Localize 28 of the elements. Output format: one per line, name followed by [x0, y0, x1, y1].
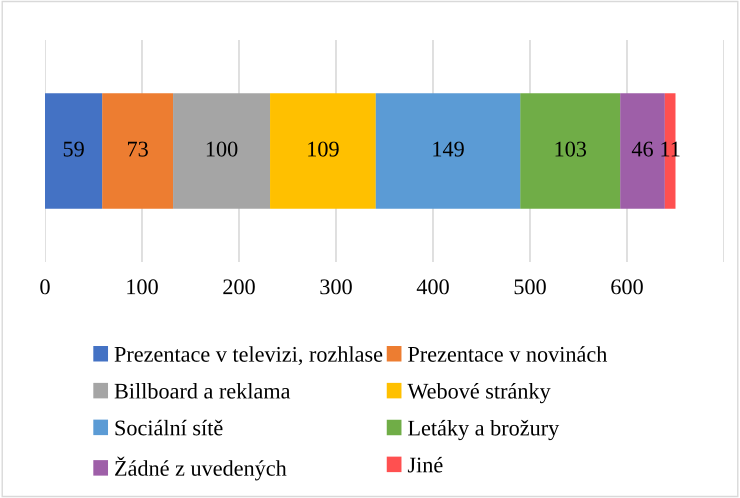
x-tick-label: 300	[320, 279, 352, 294]
legend-label: Sociální sítě	[115, 420, 222, 436]
legend-label: Webové stránky	[407, 383, 551, 404]
data-label: 103	[556, 142, 586, 157]
x-tick-label: 600	[611, 279, 643, 294]
data-label: 46	[632, 142, 653, 157]
bar	[270, 93, 376, 209]
data-label: 100	[206, 142, 238, 157]
bar	[520, 93, 620, 209]
x-tick-label: 400	[416, 279, 449, 294]
bar	[173, 93, 270, 209]
legend-label: Prezentace v novinách	[408, 346, 608, 362]
data-label: 59	[64, 142, 84, 157]
data-label: 149	[433, 142, 464, 157]
bar	[45, 93, 102, 209]
x-tick-label: 200	[223, 279, 255, 294]
data-label: 73	[128, 142, 148, 157]
x-tick-label: 0	[40, 279, 50, 294]
legend-label: Prezentace v televizi, rozhlase	[114, 346, 382, 366]
legend-label: Žádné z uvedených	[115, 456, 286, 480]
legend-label: Jiné	[408, 456, 442, 472]
x-tick-label: 100	[127, 279, 158, 294]
bar	[376, 93, 520, 209]
legend-label: Letáky a brožury	[408, 420, 560, 440]
bar	[102, 93, 174, 209]
legend-label: Billboard a reklama	[114, 383, 290, 399]
data-label: 109	[308, 142, 339, 157]
x-tick-label: 500	[514, 279, 546, 294]
